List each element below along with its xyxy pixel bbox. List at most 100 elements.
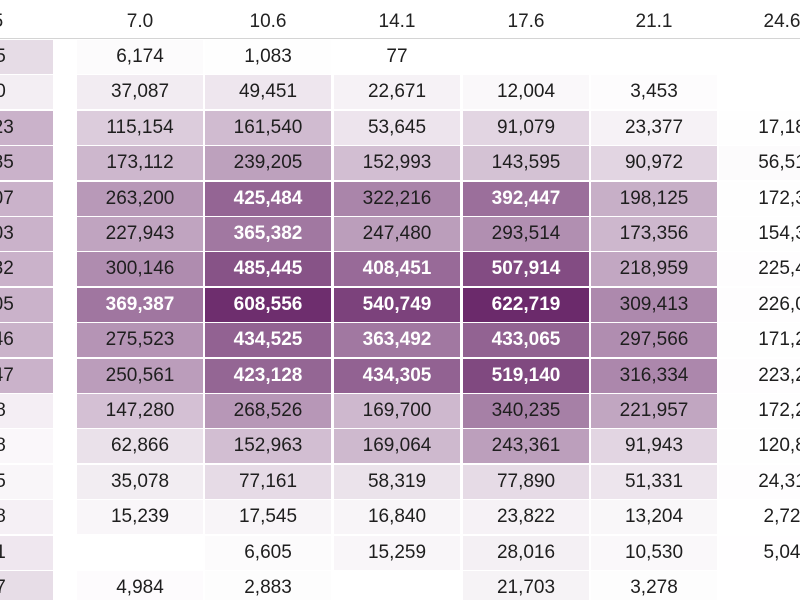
heatmap-cell: 171,2 [719, 323, 800, 358]
heatmap-cell: 622,719 [463, 287, 589, 322]
heatmap-cell: 308 [0, 394, 53, 428]
heatmap-cell: 320 [0, 75, 53, 110]
heatmap-cell: 145 [0, 464, 53, 499]
heatmap-cell: 17,18 [719, 110, 800, 145]
heatmap-cell: 243,361 [463, 429, 589, 464]
heatmap-cell [463, 40, 589, 74]
heatmap-cell: 297,566 [591, 323, 717, 358]
heatmap-cell: 23,377 [591, 110, 717, 145]
heatmap-cell: 22,671 [334, 75, 460, 110]
column-header: 7.0 [126, 11, 154, 32]
heatmap-cell [591, 40, 717, 74]
heatmap-cell: 433,065 [463, 323, 589, 358]
heatmap-cell: 340,235 [463, 394, 589, 428]
heatmap-cell [334, 571, 460, 600]
column-header: 10.6 [249, 11, 287, 32]
heatmap-cell: 2,883 [205, 571, 331, 600]
heatmap-cell: 172,2 [719, 394, 800, 428]
heatmap-cell [719, 75, 800, 109]
heatmap-cell: 91,943 [591, 429, 717, 464]
heatmap-cell: 49,451 [205, 75, 331, 110]
heatmap-cell: 755 [0, 40, 53, 74]
heatmap-cell: 5,04 [719, 535, 800, 570]
heatmap-cell: 1,846 [0, 323, 53, 358]
heatmap-cell: 408,451 [334, 252, 460, 287]
heatmap-cell [719, 571, 800, 600]
heatmap-cell: 3,278 [591, 571, 717, 600]
heatmap-cell: 221,957 [591, 394, 717, 428]
heatmap-cell: 227,943 [77, 217, 203, 251]
heatmap-cell: 154,3 [719, 217, 800, 251]
heatmap-cell: 6,174 [77, 40, 203, 74]
column-header: 14.1 [378, 11, 416, 32]
heatmap-cell: 120,8 [719, 429, 800, 464]
heatmap-cell: 77,890 [463, 464, 589, 499]
heatmap-cell: 13,204 [591, 500, 717, 535]
heatmap-cell: 434,525 [205, 323, 331, 358]
heatmap-cell: 24,31 [719, 464, 800, 499]
heatmap-cell: 263,200 [77, 181, 203, 216]
heatmap-cell: 152,963 [205, 429, 331, 464]
heatmap-cell: 53,645 [334, 110, 460, 145]
column-header: 24.6 [763, 11, 800, 32]
heatmap-cell: 51,331 [591, 464, 717, 499]
heatmap-cell: 3,453 [591, 75, 717, 110]
heatmap-cell: 161,540 [205, 110, 331, 145]
heatmap-cell: 4,984 [77, 571, 203, 600]
header-divider [0, 38, 800, 39]
heatmap-cell: 6,605 [205, 535, 331, 570]
heatmap-cell: 9,147 [0, 358, 53, 393]
heatmap-cell: 239,205 [205, 146, 331, 181]
heatmap-cell: 471 [0, 535, 53, 570]
heatmap-cell: 218,959 [591, 252, 717, 287]
heatmap-cell: 115,154 [77, 110, 203, 145]
column-header: 21.1 [635, 11, 673, 32]
heatmap-cell: 293,514 [463, 217, 589, 251]
heatmap-cell: 485,445 [205, 252, 331, 287]
heatmap-cell: 12,004 [463, 75, 589, 110]
heatmap-cell: 35,078 [77, 464, 203, 499]
heatmap-cell: 173,112 [77, 146, 203, 181]
heatmap-cell: 425,484 [205, 181, 331, 216]
heatmap-cell: 250,561 [77, 358, 203, 393]
heatmap-cell: 365,382 [205, 217, 331, 251]
heatmap-cell: 369,387 [77, 287, 203, 322]
heatmap-cell: 268,526 [205, 394, 331, 428]
heatmap-cell [719, 40, 800, 74]
heatmap-cell: 423,128 [205, 358, 331, 393]
heatmap-cell: 727 [0, 571, 53, 600]
heatmap-cell: 5,423 [0, 110, 53, 145]
heatmap-cell: 91,079 [463, 110, 589, 145]
heatmap-cell: 56,51 [719, 146, 800, 181]
heatmap-cell: 1,907 [0, 181, 53, 216]
column-header: 3.5 [0, 8, 54, 36]
heatmap-cell: 2,632 [0, 252, 53, 287]
heatmap-cell: 247,480 [334, 217, 460, 251]
heatmap-cell: 10,530 [591, 535, 717, 570]
heatmap-cell: 172,3 [719, 181, 800, 216]
heatmap-cell: 316,334 [591, 358, 717, 393]
heatmap-cell: 128 [0, 429, 53, 464]
heatmap-cell: 17,545 [205, 500, 331, 535]
heatmap-cell: 147,280 [77, 394, 203, 428]
heatmap-cell: 90,972 [591, 146, 717, 181]
column-header: 17.6 [507, 11, 545, 32]
heatmap-cell: 1,083 [205, 40, 331, 74]
heatmap-cell: 363,492 [334, 323, 460, 358]
heatmap-cell: 540,749 [334, 287, 460, 322]
heatmap-cell: 309,413 [591, 287, 717, 322]
heatmap-cell: 392,447 [463, 181, 589, 216]
heatmap-cell: 16,840 [334, 500, 460, 535]
heatmap-cell: 21,703 [463, 571, 589, 600]
heatmap-cell: 322,216 [334, 181, 460, 216]
heatmap-cell: 28,016 [463, 535, 589, 570]
heatmap-cell: 2,72 [719, 500, 800, 535]
heatmap-cell: 37,087 [77, 75, 203, 110]
heatmap-cell: 608,556 [205, 287, 331, 322]
heatmap-cell: 169,700 [334, 394, 460, 428]
heatmap-cell: 275,523 [77, 323, 203, 358]
heatmap-cell: 15,239 [77, 500, 203, 535]
heatmap-cell: 169,064 [334, 429, 460, 464]
heatmap-cell: 58,319 [334, 464, 460, 499]
